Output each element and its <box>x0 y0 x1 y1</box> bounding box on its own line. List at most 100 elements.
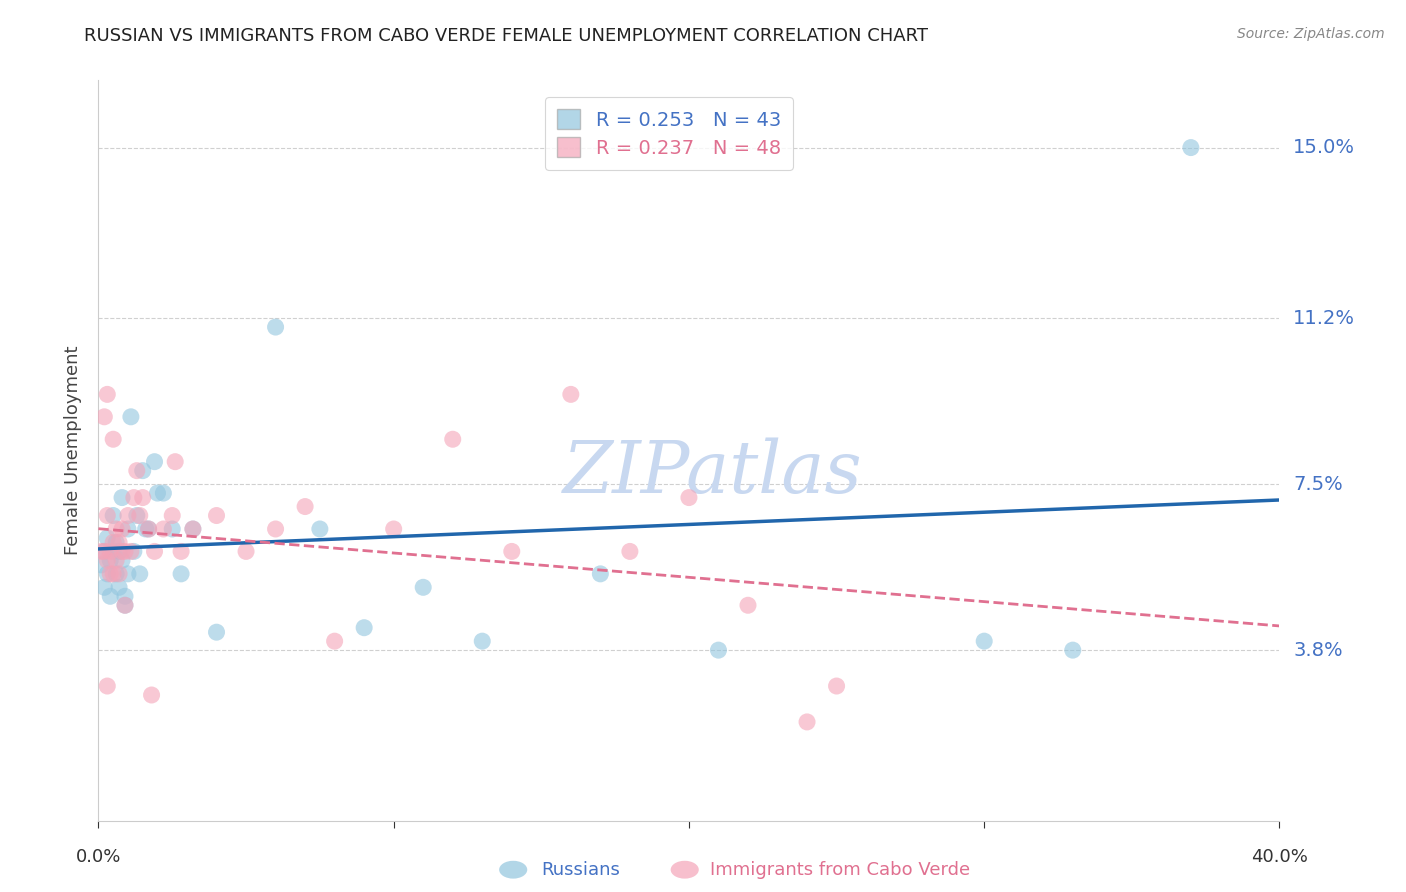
Point <box>111 553 134 567</box>
Text: Immigrants from Cabo Verde: Immigrants from Cabo Verde <box>710 861 970 879</box>
Point <box>412 580 434 594</box>
Point <box>264 320 287 334</box>
Point <box>125 508 148 523</box>
Point <box>141 688 163 702</box>
Text: Source: ZipAtlas.com: Source: ZipAtlas.com <box>1237 27 1385 41</box>
Point <box>678 491 700 505</box>
Point <box>103 566 125 581</box>
Point <box>264 522 287 536</box>
Point <box>93 409 115 424</box>
Point <box>108 544 131 558</box>
Point <box>111 491 134 505</box>
Text: 15.0%: 15.0% <box>1294 138 1355 157</box>
Point <box>143 544 166 558</box>
Point <box>122 491 145 505</box>
Y-axis label: Female Unemployment: Female Unemployment <box>63 346 82 555</box>
Point <box>114 599 136 613</box>
Point <box>825 679 848 693</box>
Point <box>122 544 145 558</box>
Point <box>98 553 121 567</box>
Point <box>96 508 118 523</box>
Point <box>128 508 150 523</box>
Point <box>146 486 169 500</box>
Point <box>170 566 193 581</box>
Point <box>108 566 131 581</box>
Point <box>98 566 121 581</box>
Point <box>105 566 128 581</box>
Point <box>309 522 332 536</box>
Point <box>120 544 142 558</box>
Point <box>170 544 193 558</box>
Point <box>1062 643 1084 657</box>
Point <box>707 643 730 657</box>
Text: 0.0%: 0.0% <box>76 848 121 866</box>
Point <box>96 531 118 545</box>
Legend: R = 0.253   N = 43, R = 0.237   N = 48: R = 0.253 N = 43, R = 0.237 N = 48 <box>546 97 793 169</box>
Point <box>96 566 118 581</box>
Point <box>103 508 125 523</box>
Point <box>181 522 204 536</box>
Point <box>90 558 112 572</box>
Point <box>152 486 174 500</box>
Point <box>90 544 112 558</box>
Text: ZIPatlas: ZIPatlas <box>562 437 862 508</box>
Point <box>1180 140 1202 154</box>
Point <box>111 522 134 536</box>
Point <box>93 544 115 558</box>
Point <box>105 535 128 549</box>
Point <box>152 522 174 536</box>
Point <box>205 625 228 640</box>
Point <box>96 553 118 567</box>
Point <box>103 535 125 549</box>
Text: Russians: Russians <box>541 861 620 879</box>
Text: 7.5%: 7.5% <box>1294 475 1343 493</box>
Point <box>382 522 405 536</box>
Point <box>205 508 228 523</box>
Point <box>501 544 523 558</box>
Point <box>117 522 139 536</box>
Point <box>162 508 183 523</box>
Point <box>114 599 136 613</box>
Point <box>135 522 157 536</box>
Point <box>138 522 160 536</box>
Point <box>105 553 128 567</box>
Point <box>98 544 121 558</box>
Point <box>294 500 316 514</box>
Point <box>105 522 128 536</box>
Point <box>162 522 183 536</box>
Text: 11.2%: 11.2% <box>1294 309 1355 327</box>
Text: 3.8%: 3.8% <box>1294 640 1343 659</box>
Point <box>737 599 759 613</box>
Point <box>93 544 115 558</box>
Point <box>117 508 139 523</box>
Point <box>143 455 166 469</box>
Point <box>796 714 818 729</box>
Point <box>125 464 148 478</box>
Point <box>441 432 464 446</box>
Point <box>560 387 582 401</box>
Point <box>108 535 131 549</box>
Point <box>108 580 131 594</box>
Point <box>323 634 346 648</box>
Point <box>114 544 136 558</box>
Point <box>128 566 150 581</box>
Point <box>138 522 160 536</box>
Point <box>181 522 204 536</box>
Point <box>589 566 612 581</box>
Point <box>96 679 118 693</box>
Point <box>120 409 142 424</box>
Point <box>93 580 115 594</box>
Point <box>132 491 155 505</box>
Point <box>132 464 155 478</box>
Point <box>103 544 125 558</box>
Point <box>471 634 494 648</box>
Point <box>111 544 134 558</box>
Point <box>235 544 257 558</box>
Text: RUSSIAN VS IMMIGRANTS FROM CABO VERDE FEMALE UNEMPLOYMENT CORRELATION CHART: RUSSIAN VS IMMIGRANTS FROM CABO VERDE FE… <box>84 27 928 45</box>
Point <box>103 432 125 446</box>
Text: 40.0%: 40.0% <box>1251 848 1308 866</box>
Point <box>165 455 187 469</box>
Point <box>98 589 121 603</box>
Point <box>353 621 375 635</box>
Point <box>114 589 136 603</box>
